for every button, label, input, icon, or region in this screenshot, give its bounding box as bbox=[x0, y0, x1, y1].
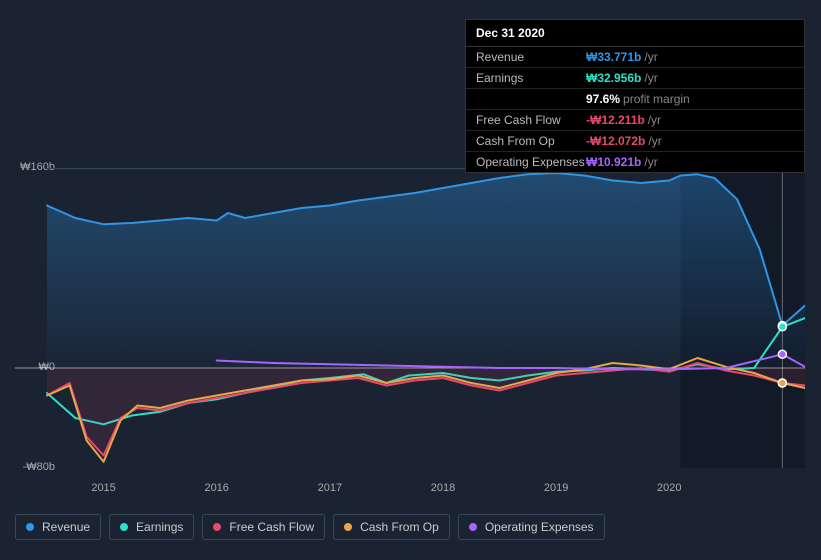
tooltip-row-label: Operating Expenses bbox=[476, 155, 586, 169]
tooltip-row-label: Cash From Op bbox=[476, 134, 586, 148]
tooltip-row: 97.6%profit margin bbox=[466, 89, 804, 110]
chart-legend: Revenue Earnings Free Cash Flow Cash From O… bbox=[15, 514, 605, 540]
tooltip-row-unit: /yr bbox=[644, 71, 657, 85]
legend-label: Earnings bbox=[136, 520, 183, 534]
x-axis-label: 2015 bbox=[91, 482, 115, 494]
chart-area: ₩160b₩0-₩80b bbox=[15, 160, 805, 475]
tooltip-row-label: Free Cash Flow bbox=[476, 113, 586, 127]
tooltip-row-unit: /yr bbox=[644, 155, 657, 169]
legend-item[interactable]: Operating Expenses bbox=[458, 514, 605, 540]
legend-label: Revenue bbox=[42, 520, 90, 534]
tooltip-row-label bbox=[476, 92, 586, 106]
tooltip-row-unit: /yr bbox=[644, 50, 657, 64]
tooltip-row-label: Revenue bbox=[476, 50, 586, 64]
tooltip-row-value: ₩33.771b bbox=[586, 50, 641, 64]
tooltip-row: Operating Expenses₩10.921b/yr bbox=[466, 152, 804, 172]
legend-label: Free Cash Flow bbox=[229, 520, 314, 534]
x-axis-label: 2018 bbox=[431, 482, 455, 494]
x-axis-label: 2016 bbox=[204, 482, 228, 494]
tooltip-row: Free Cash Flow-₩12.211b/yr bbox=[466, 110, 804, 131]
legend-swatch bbox=[344, 523, 352, 531]
legend-label: Cash From Op bbox=[360, 520, 439, 534]
legend-item[interactable]: Earnings bbox=[109, 514, 194, 540]
legend-swatch bbox=[120, 523, 128, 531]
tooltip-rows: Revenue₩33.771b/yrEarnings₩32.956b/yr97.… bbox=[466, 47, 804, 172]
tooltip-row-value: -₩12.072b bbox=[586, 134, 645, 148]
x-axis-label: 2017 bbox=[318, 482, 342, 494]
legend-swatch bbox=[469, 523, 477, 531]
legend-label: Operating Expenses bbox=[485, 520, 594, 534]
tooltip-row-label: Earnings bbox=[476, 71, 586, 85]
tooltip-row-value: ₩10.921b bbox=[586, 155, 641, 169]
legend-item[interactable]: Cash From Op bbox=[333, 514, 450, 540]
tooltip-row-value: ₩32.956b bbox=[586, 71, 641, 85]
chart-plot[interactable] bbox=[15, 168, 805, 468]
tooltip-row: Earnings₩32.956b/yr bbox=[466, 68, 804, 89]
tooltip-row-unit: /yr bbox=[648, 134, 661, 148]
tooltip-row: Revenue₩33.771b/yr bbox=[466, 47, 804, 68]
tooltip-row-unit: profit margin bbox=[623, 92, 690, 106]
tooltip-row-unit: /yr bbox=[648, 113, 661, 127]
tooltip-row-value: 97.6% bbox=[586, 92, 620, 106]
legend-swatch bbox=[213, 523, 221, 531]
legend-item[interactable]: Revenue bbox=[15, 514, 101, 540]
tooltip-row-value: -₩12.211b bbox=[586, 113, 645, 127]
tooltip-date: Dec 31 2020 bbox=[466, 20, 804, 47]
legend-swatch bbox=[26, 523, 34, 531]
x-axis-label: 2019 bbox=[544, 482, 568, 494]
x-axis: 2015 2016 2017 2018 2019 2020 bbox=[15, 482, 805, 502]
tooltip-row: Cash From Op-₩12.072b/yr bbox=[466, 131, 804, 152]
legend-item[interactable]: Free Cash Flow bbox=[202, 514, 325, 540]
x-axis-label: 2020 bbox=[657, 482, 681, 494]
chart-tooltip: Dec 31 2020 Revenue₩33.771b/yrEarnings₩3… bbox=[465, 19, 805, 173]
